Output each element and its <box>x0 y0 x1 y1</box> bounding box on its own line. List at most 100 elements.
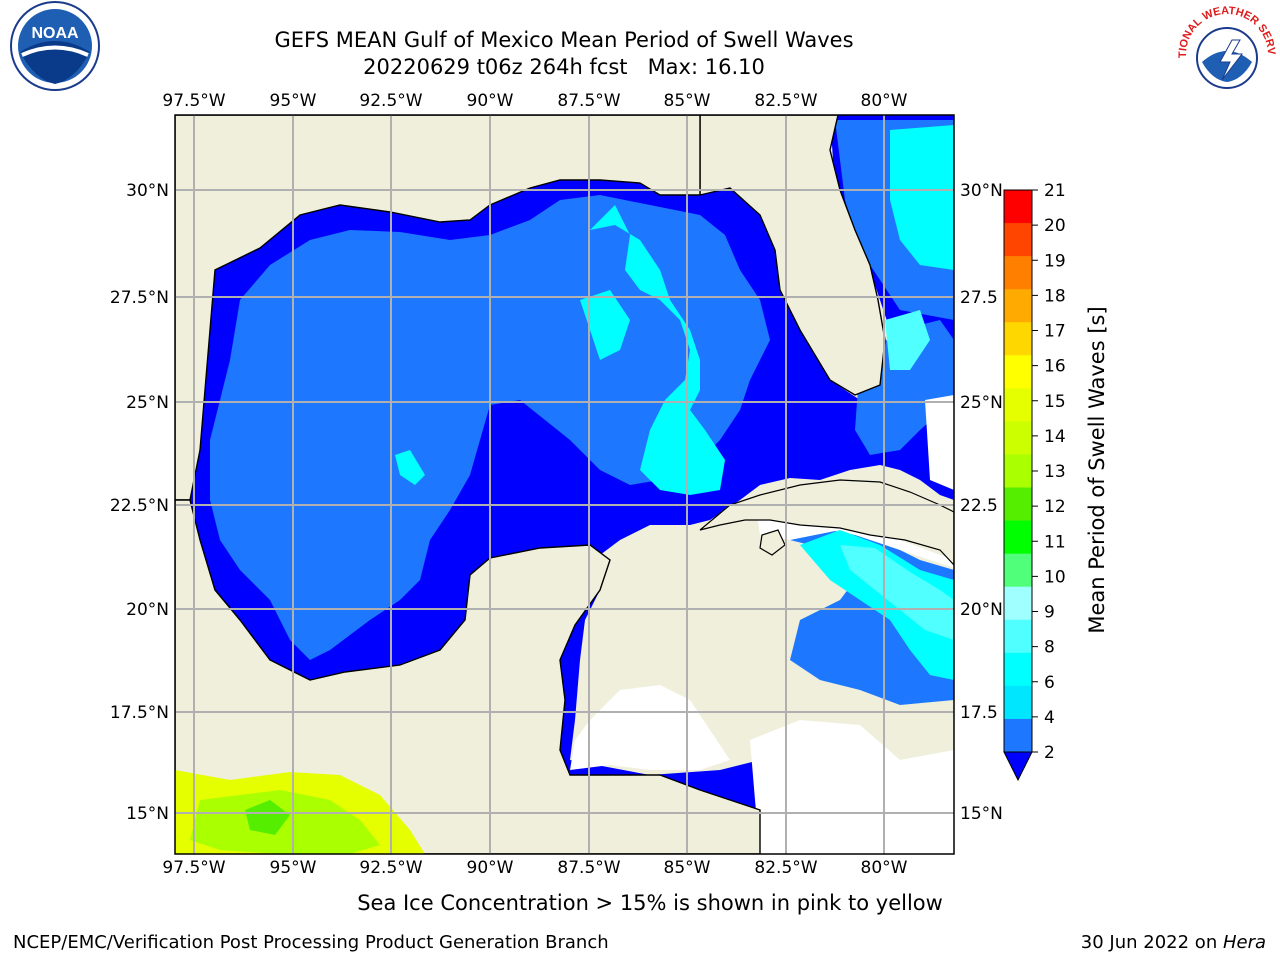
map-tick-labels: 97.5°W 95°W 92.5°W 90°W 87.5°W 85°W 82.5°W 80°W… <box>110 91 1003 878</box>
colorbar-segments <box>1003 189 1033 782</box>
period-region-cyan-atlantic <box>890 125 954 270</box>
colorbar-tick-label: 15 <box>1044 392 1066 412</box>
lat-tick-right: 25°N <box>960 393 1003 413</box>
colorbar-tick-label: 14 <box>1044 427 1066 447</box>
map-gridlines <box>175 115 954 854</box>
colorbar-label: Mean Period of Swell Waves [s] <box>1085 306 1109 634</box>
colorbar-segment <box>1004 421 1032 455</box>
lat-tick-left: 20°N <box>126 600 169 620</box>
colorbar-tick-label: 8 <box>1044 638 1055 658</box>
period-region-cyan-central <box>590 205 725 495</box>
lat-tick-right: 17.5 <box>960 703 998 723</box>
sea-ice-region-green-b <box>245 800 290 835</box>
colorbar-tick-label: 16 <box>1044 357 1066 377</box>
lat-tick-right: 30°N <box>960 181 1003 201</box>
lon-tick-top: 97.5°W <box>162 91 225 111</box>
period-region-cyan-keys <box>885 310 930 370</box>
lon-tick-top: 90°W <box>467 91 514 111</box>
footer-date: 30 Jun 2022 on Hera <box>1081 932 1266 953</box>
lat-tick-left: 30°N <box>126 181 169 201</box>
lat-tick-right: 27.5 <box>960 288 998 308</box>
sea-ice-caption: Sea Ice Concentration > 15% is shown in … <box>357 891 943 915</box>
land-isla-juventud <box>759 529 786 556</box>
period-region-cyan-west <box>395 450 425 485</box>
colorbar-segment <box>1004 388 1032 422</box>
colorbar-segment <box>1004 322 1032 356</box>
lon-tick-bottom: 80°W <box>861 858 908 878</box>
period-region-mid <box>210 195 770 660</box>
lon-tick-bottom: 95°W <box>270 858 317 878</box>
colorbar-segment <box>1004 487 1032 522</box>
colorbar-segment <box>1004 190 1032 224</box>
lon-tick-top: 92.5°W <box>359 91 422 111</box>
colorbar-segment <box>1004 586 1032 621</box>
land-florida <box>699 115 886 396</box>
colorbar-tick-label: 13 <box>1044 462 1066 482</box>
lat-tick-left: 25°N <box>126 393 169 413</box>
plot-subtitle: 20220629 t06z 264h fcst Max: 16.10 <box>363 55 765 79</box>
colorbar-segment <box>1004 454 1032 489</box>
colorbar-tick-label: 12 <box>1044 497 1066 517</box>
footer-date-text: 30 Jun 2022 on <box>1080 932 1223 953</box>
colorbar-segment <box>1004 256 1032 290</box>
land-cuba <box>699 479 954 566</box>
no-data-bahamas <box>925 395 954 490</box>
noaa-logo: NOAA <box>10 1 100 91</box>
lon-tick-top: 85°W <box>664 91 711 111</box>
colorbar-tick-label: 19 <box>1044 251 1066 271</box>
lon-tick-bottom: 87.5°W <box>557 858 620 878</box>
lat-tick-left: 15°N <box>126 804 169 824</box>
colorbar-segment <box>1004 223 1032 257</box>
lon-tick-top: 82.5°W <box>754 91 817 111</box>
colorbar-segment <box>1004 553 1032 588</box>
land-mexico <box>175 499 761 854</box>
colorbar-tick-label: 10 <box>1044 567 1066 587</box>
no-data-east <box>750 720 954 854</box>
lon-tick-bottom: 97.5°W <box>162 858 225 878</box>
lon-tick-top: 87.5°W <box>557 91 620 111</box>
lat-tick-right: 15°N <box>960 804 1003 824</box>
lon-tick-bottom: 85°W <box>664 858 711 878</box>
period-region-cyan-caribbean <box>800 530 954 680</box>
colorbar-extend-arrow <box>1003 751 1033 782</box>
map-frame <box>174 114 955 855</box>
colorbar-tick-label: 2 <box>1044 743 1055 763</box>
colorbar-segment <box>1004 685 1032 720</box>
lon-tick-bottom: 90°W <box>467 858 514 878</box>
colorbar-tick-label: 18 <box>1044 286 1066 306</box>
lat-tick-left: 27.5°N <box>110 288 169 308</box>
colorbar-tick-label: 21 <box>1044 181 1066 201</box>
colorbar-tick-label: 11 <box>1044 532 1066 552</box>
colorbar-segment <box>1004 619 1032 654</box>
colorbar-ticks: 2 4 6 8 9 10 11 12 13 14 15 16 17 18 19 20 21 <box>1032 181 1066 763</box>
colorbar-tick-label: 6 <box>1044 673 1055 693</box>
footer-machine: Hera <box>1222 932 1266 953</box>
lat-tick-left: 17.5°N <box>110 703 169 723</box>
lon-tick-bottom: 92.5°W <box>359 858 422 878</box>
sea-ice-region-green <box>190 790 380 854</box>
colorbar-segment <box>1004 718 1032 753</box>
period-region-cyan-central-b <box>580 290 630 360</box>
footer-branch: NCEP/EMC/Verification Post Processing Pr… <box>13 932 609 953</box>
colorbar-segment <box>1004 355 1032 389</box>
plot-title: GEFS MEAN Gulf of Mexico Mean Period of … <box>274 28 854 52</box>
lon-tick-top: 80°W <box>861 91 908 111</box>
no-data-honduras <box>570 685 730 770</box>
lat-tick-right: 22.5 <box>960 496 998 516</box>
lat-tick-right: 20°N <box>960 600 1003 620</box>
colorbar-tick-label: 4 <box>1044 708 1055 728</box>
noaa-logo-text: NOAA <box>31 25 79 42</box>
lon-tick-top: 95°W <box>270 91 317 111</box>
colorbar-tick-label: 20 <box>1044 216 1066 236</box>
period-region-light-cyan-caribbean <box>840 545 954 640</box>
lat-tick-left: 22.5°N <box>110 496 169 516</box>
colorbar-segment <box>1004 289 1032 323</box>
colorbar-segment <box>1004 652 1032 687</box>
colorbar-tick-label: 17 <box>1044 322 1066 342</box>
lon-tick-bottom: 82.5°W <box>754 858 817 878</box>
colorbar-tick-label: 9 <box>1044 603 1055 623</box>
colorbar-segment <box>1004 520 1032 555</box>
nws-logo: NATIONAL WEATHER SERVICE <box>1172 0 1277 103</box>
